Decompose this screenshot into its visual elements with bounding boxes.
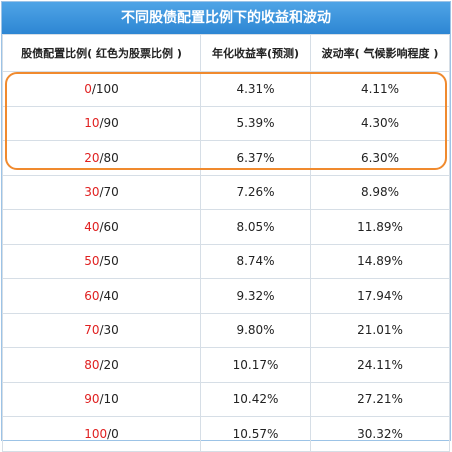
volatility-cell: 30.32% <box>310 416 450 452</box>
table-row: 70/30 9.80% 21.01% <box>2 312 450 348</box>
ratio-cell: 0/100 <box>2 71 201 107</box>
bond-ratio: /80 <box>99 150 119 165</box>
table-row: 0/100 4.31% 4.11% <box>2 71 450 107</box>
header-ratio: 股债配置比例( 红色为股票比例 ) <box>2 34 201 72</box>
bond-ratio: /10 <box>99 392 119 407</box>
return-cell: 6.37% <box>200 140 311 176</box>
bond-ratio: /40 <box>99 288 119 303</box>
ratio-cell: 30/70 <box>2 174 201 210</box>
stock-ratio: 100 <box>84 426 108 441</box>
stock-ratio: 40 <box>84 219 100 234</box>
ratio-cell: 10/90 <box>2 105 201 141</box>
ratio-cell: 50/50 <box>2 243 201 279</box>
volatility-cell: 8.98% <box>310 174 450 210</box>
return-cell: 9.32% <box>200 278 311 314</box>
header-row: 股债配置比例( 红色为股票比例 ) 年化收益率(预测) 波动率( 气候影响程度 … <box>2 34 450 72</box>
volatility-cell: 21.01% <box>310 312 450 348</box>
stock-ratio: 10 <box>84 116 100 131</box>
stock-ratio: 80 <box>84 357 100 372</box>
volatility-cell: 24.11% <box>310 347 450 383</box>
return-cell: 7.26% <box>200 174 311 210</box>
return-cell: 10.57% <box>200 416 311 452</box>
stock-ratio: 70 <box>84 323 100 338</box>
bond-ratio: /0 <box>107 426 119 441</box>
volatility-cell: 4.11% <box>310 71 450 107</box>
return-cell: 8.74% <box>200 243 311 279</box>
header-volatility: 波动率( 气候影响程度 ) <box>310 34 450 72</box>
bond-ratio: /60 <box>99 219 119 234</box>
return-cell: 10.17% <box>200 347 311 383</box>
ratio-cell: 20/80 <box>2 140 201 176</box>
stock-ratio: 60 <box>84 288 100 303</box>
stock-ratio: 0 <box>84 81 92 96</box>
table-row: 30/70 7.26% 8.98% <box>2 174 450 210</box>
ratio-cell: 100/0 <box>2 416 201 452</box>
return-cell: 4.31% <box>200 71 311 107</box>
bond-ratio: /90 <box>99 116 119 131</box>
return-cell: 10.42% <box>200 381 311 417</box>
stock-ratio: 30 <box>84 185 100 200</box>
table-row: 60/40 9.32% 17.94% <box>2 278 450 314</box>
bond-ratio: /20 <box>99 357 119 372</box>
bond-ratio: /70 <box>99 185 119 200</box>
return-cell: 5.39% <box>200 105 311 141</box>
table-row: 90/10 10.42% 27.21% <box>2 381 450 417</box>
table-row: 80/20 10.17% 24.11% <box>2 347 450 383</box>
ratio-cell: 40/60 <box>2 209 201 245</box>
volatility-cell: 11.89% <box>310 209 450 245</box>
ratio-cell: 60/40 <box>2 278 201 314</box>
volatility-cell: 27.21% <box>310 381 450 417</box>
header-return: 年化收益率(预测) <box>200 34 311 72</box>
table-body: 0/100 4.31% 4.11% 10/90 5.39% 4.30% 20/80 6.37%… <box>2 71 450 452</box>
volatility-cell: 4.30% <box>310 105 450 141</box>
ratio-cell: 90/10 <box>2 381 201 417</box>
bond-ratio: /30 <box>99 323 119 338</box>
bond-ratio: /50 <box>99 254 119 269</box>
volatility-cell: 6.30% <box>310 140 450 176</box>
table-row: 100/0 10.57% 30.32% <box>2 416 450 452</box>
volatility-cell: 14.89% <box>310 243 450 279</box>
ratio-cell: 80/20 <box>2 347 201 383</box>
stock-ratio: 50 <box>84 254 100 269</box>
stock-ratio: 20 <box>84 150 100 165</box>
bond-ratio: /100 <box>91 81 119 96</box>
table-row: 20/80 6.37% 6.30% <box>2 140 450 176</box>
stock-ratio: 90 <box>84 392 100 407</box>
table-row: 10/90 5.39% 4.30% <box>2 105 450 141</box>
ratio-cell: 70/30 <box>2 312 201 348</box>
volatility-cell: 17.94% <box>310 278 450 314</box>
table-row: 50/50 8.74% 14.89% <box>2 243 450 279</box>
table-title: 不同股债配置比例下的收益和波动 <box>2 2 450 34</box>
allocation-table: 股债配置比例( 红色为股票比例 ) 年化收益率(预测) 波动率( 气候影响程度 … <box>2 34 450 452</box>
return-cell: 9.80% <box>200 312 311 348</box>
return-cell: 8.05% <box>200 209 311 245</box>
table-row: 40/60 8.05% 11.89% <box>2 209 450 245</box>
